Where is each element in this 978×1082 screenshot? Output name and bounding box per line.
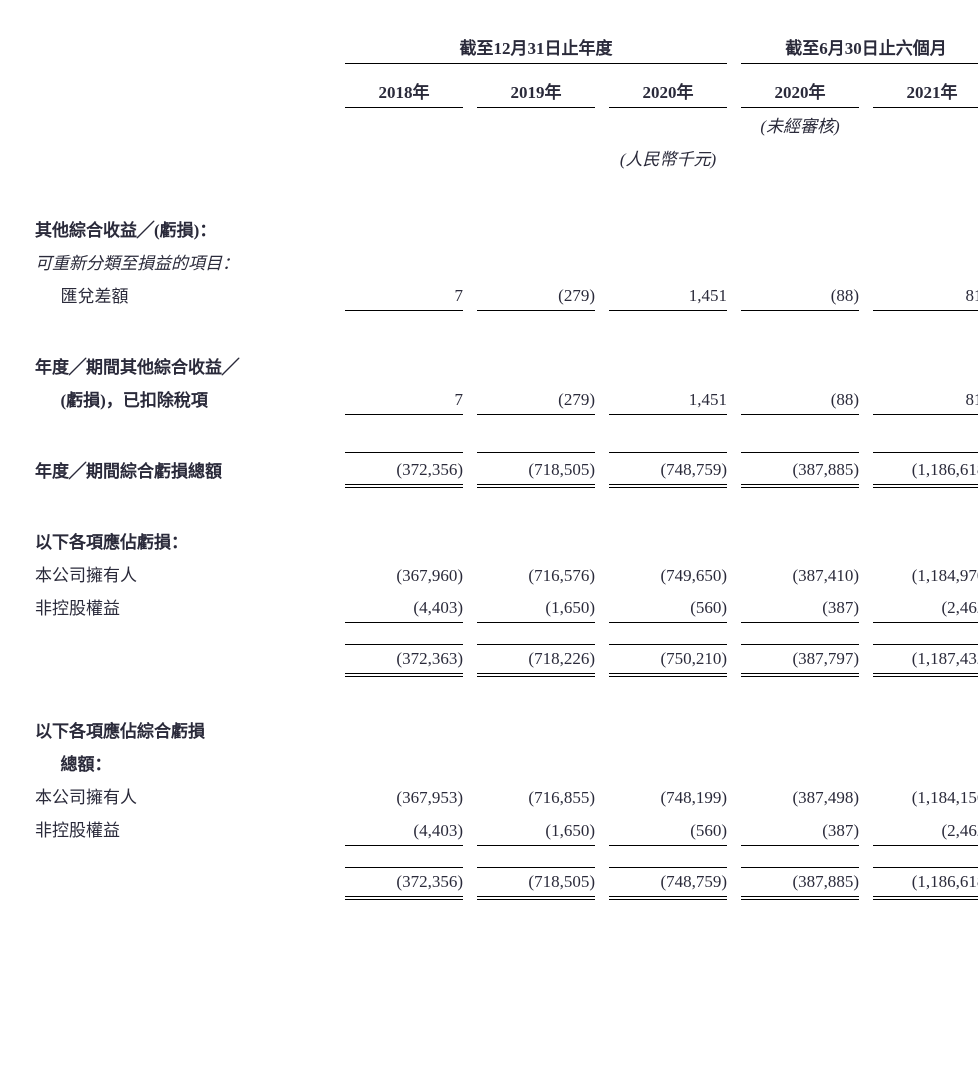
cell: (279) xyxy=(477,382,595,415)
cell: 7 xyxy=(345,382,463,415)
cell: (367,953) xyxy=(345,779,463,812)
cell: (387,797) xyxy=(741,645,859,676)
cell: (279) xyxy=(477,278,595,311)
period-header-annual: 截至12月31日止年度 xyxy=(345,30,727,64)
col-header-2018: 2018年 xyxy=(345,74,463,108)
cell: (367,960) xyxy=(345,557,463,590)
cell: (718,505) xyxy=(477,453,595,486)
cell: (1,650) xyxy=(477,812,595,845)
unaudited-note: (未經審核) xyxy=(741,107,859,141)
row-label: 非控股權益 xyxy=(35,812,345,845)
cell: 814 xyxy=(873,278,978,311)
col-header-2019: 2019年 xyxy=(477,74,595,108)
row-label: 總額： xyxy=(35,746,345,779)
cell: (88) xyxy=(741,278,859,311)
cell: (748,199) xyxy=(609,779,727,812)
cell: (560) xyxy=(609,812,727,845)
row-label: 以下各項應佔虧損： xyxy=(35,524,345,557)
cell: 1,451 xyxy=(609,382,727,415)
cell: (387,410) xyxy=(741,557,859,590)
col-header-2020: 2020年 xyxy=(609,74,727,108)
cell: (1,186,618) xyxy=(873,453,978,486)
row-label: 非控股權益 xyxy=(35,590,345,623)
financial-table: 截至12月31日止年度 截至6月30日止六個月 2018年 2019年 2020… xyxy=(35,30,978,900)
cell: (1,184,156) xyxy=(873,779,978,812)
cell: 7 xyxy=(345,278,463,311)
cell: (716,576) xyxy=(477,557,595,590)
cell: (2,462) xyxy=(873,812,978,845)
cell: (387) xyxy=(741,590,859,623)
row-label: (虧損)，已扣除稅項 xyxy=(35,382,345,415)
cell: (716,855) xyxy=(477,779,595,812)
cell: (387,885) xyxy=(741,453,859,486)
cell: (387,885) xyxy=(741,867,859,898)
cell: (750,210) xyxy=(609,645,727,676)
cell: (372,356) xyxy=(345,453,463,486)
cell: (387) xyxy=(741,812,859,845)
row-label: 年度╱期間綜合虧損總額 xyxy=(35,453,345,486)
row-label: 以下各項應佔綜合虧損 xyxy=(35,713,345,746)
row-label: 可重新分類至損益的項目： xyxy=(35,245,345,278)
cell: 1,451 xyxy=(609,278,727,311)
cell: (1,184,970) xyxy=(873,557,978,590)
cell: (748,759) xyxy=(609,867,727,898)
cell: (4,403) xyxy=(345,590,463,623)
col-header-h1-2021: 2021年 xyxy=(873,74,978,108)
cell: (2,462) xyxy=(873,590,978,623)
currency-unit: (人民幣千元) xyxy=(345,141,978,174)
period-header-interim: 截至6月30日止六個月 xyxy=(741,30,978,64)
cell: (88) xyxy=(741,382,859,415)
cell: 814 xyxy=(873,382,978,415)
cell: (1,650) xyxy=(477,590,595,623)
cell: (560) xyxy=(609,590,727,623)
cell: (749,650) xyxy=(609,557,727,590)
row-label: 年度╱期間其他綜合收益╱ xyxy=(35,349,345,382)
cell: (372,356) xyxy=(345,867,463,898)
cell: (1,187,432) xyxy=(873,645,978,676)
cell: (387,498) xyxy=(741,779,859,812)
cell: (372,363) xyxy=(345,645,463,676)
row-label: 匯兌差額 xyxy=(35,278,345,311)
row-label: 其他綜合收益╱(虧損)： xyxy=(35,212,345,245)
col-header-h1-2020: 2020年 xyxy=(741,74,859,108)
cell: (1,186,618) xyxy=(873,867,978,898)
row-label: 本公司擁有人 xyxy=(35,557,345,590)
row-label: 本公司擁有人 xyxy=(35,779,345,812)
cell: (718,505) xyxy=(477,867,595,898)
cell: (718,226) xyxy=(477,645,595,676)
cell: (4,403) xyxy=(345,812,463,845)
cell: (748,759) xyxy=(609,453,727,486)
